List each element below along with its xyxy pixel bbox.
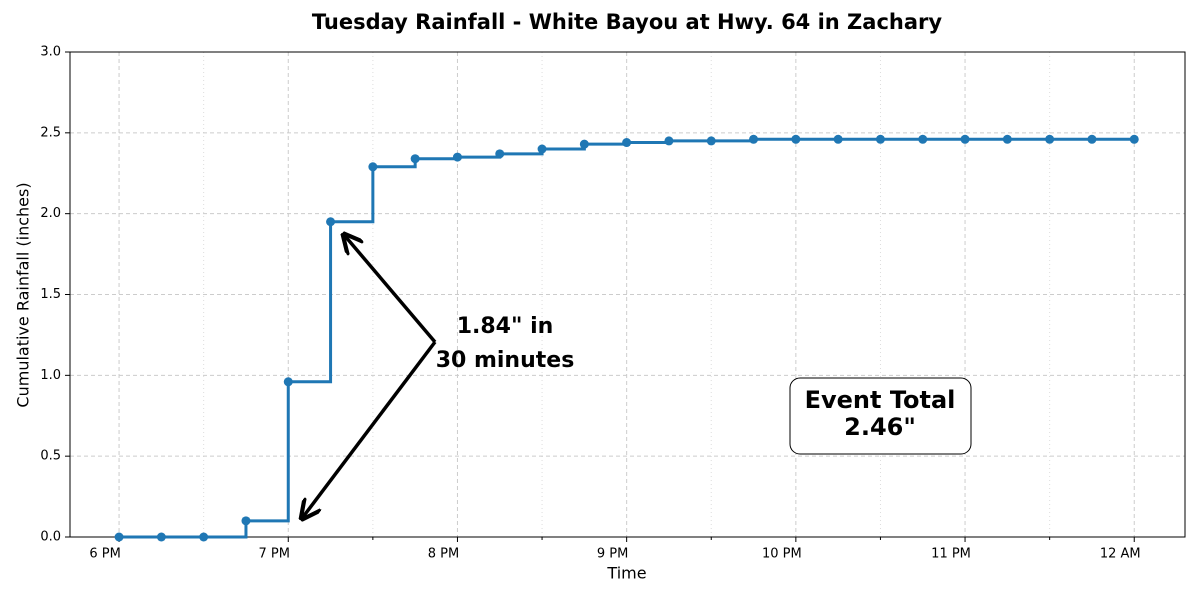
x-tick-label: 9 PM [597, 547, 628, 562]
x-tick-label: 11 PM [931, 547, 971, 562]
plot-frame [69, 51, 1186, 538]
total-label: Event Total [805, 386, 956, 414]
point [1087, 134, 1097, 144]
point [410, 154, 420, 164]
point [283, 377, 293, 387]
point [664, 136, 674, 146]
point [537, 144, 547, 154]
annotation: 1.84" in [457, 314, 554, 339]
x-tick-label: 10 PM [762, 547, 802, 562]
point [833, 134, 843, 144]
x-tick-label: 12 AM [1100, 547, 1141, 562]
plot-area: 6 PM 7 PM 8 PM 9 PM 10 PM 11 PM 12 AM 0.0 0.5 1.0… [40, 45, 1186, 562]
point [1045, 134, 1055, 144]
annotation: 30 minutes [436, 348, 575, 373]
point [791, 134, 801, 144]
arrow [345, 236, 437, 344]
point [1002, 134, 1012, 144]
point [156, 532, 166, 542]
step-line [119, 137, 1135, 539]
y-tick-label: 1.0 [40, 368, 61, 383]
point [199, 532, 209, 542]
y-tick-label: 3.0 [40, 45, 61, 60]
point [495, 149, 505, 159]
total-value: 2.46" [844, 413, 916, 441]
total-box [789, 377, 972, 455]
x-tick-label: 7 PM [259, 547, 290, 562]
y-tick-label: 2.0 [40, 206, 61, 221]
point [241, 516, 251, 526]
x-tick-label: 8 PM [428, 547, 459, 562]
point [749, 134, 759, 144]
point [1129, 134, 1139, 144]
y-tick-label: 1.5 [40, 287, 61, 302]
point [875, 134, 885, 144]
arrow [303, 340, 437, 517]
y-axis-label: Cumulative Rainfall (inches) [14, 182, 33, 407]
y-tick-label: 2.5 [40, 125, 61, 140]
y-tick-label: 0.0 [40, 530, 61, 545]
point [622, 138, 632, 148]
chart-title: Tuesday Rainfall - White Bayou at Hwy. 6… [312, 10, 942, 34]
point [452, 152, 462, 162]
point [368, 162, 378, 172]
point [918, 134, 928, 144]
point [114, 532, 124, 542]
point [326, 217, 336, 227]
x-tick-label: 6 PM [89, 547, 120, 562]
x-axis-label: Time [606, 564, 646, 583]
y-tick-label: 0.5 [40, 449, 61, 464]
point [960, 134, 970, 144]
point [579, 139, 589, 149]
point [706, 136, 716, 146]
